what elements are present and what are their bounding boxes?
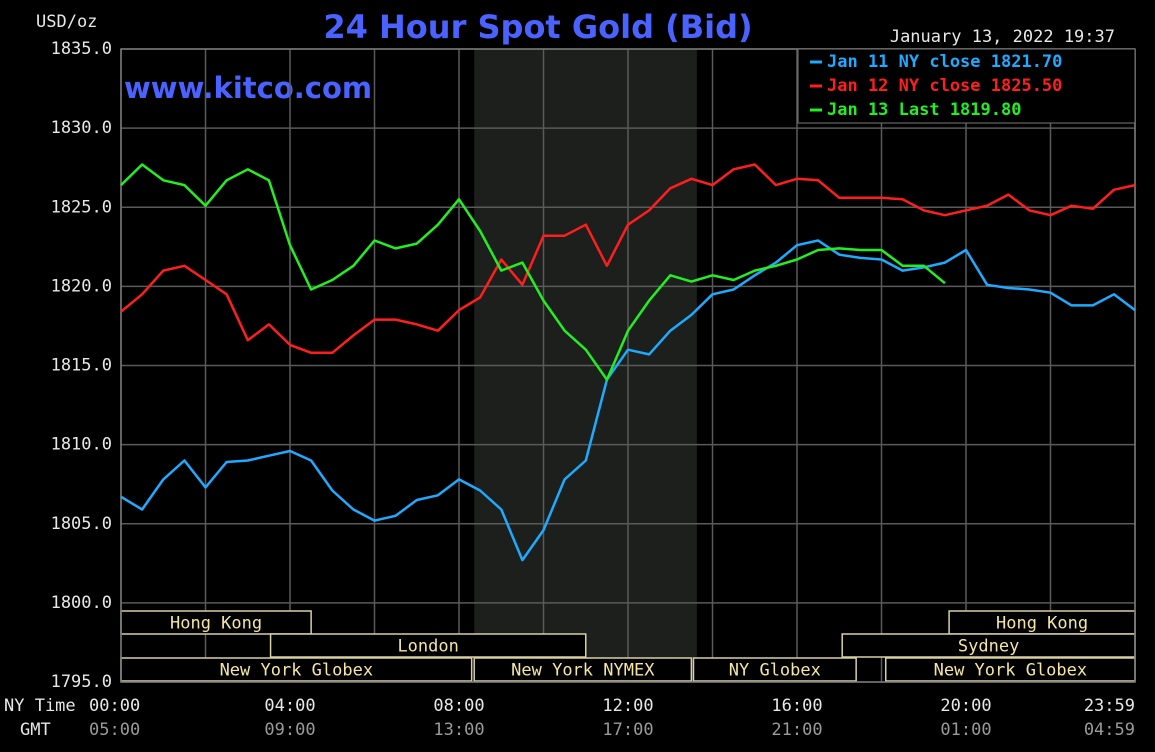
x2-tick-label: 13:00 [433,720,484,740]
x-tick-label: 23:59 [1084,696,1135,716]
session-label: NY Globex [729,661,821,681]
y-tick-label: 1830.0 [51,118,112,138]
y-axis-label: USD/oz [36,12,97,32]
x2-tick-label: 04:59 [1084,720,1135,740]
y-tick-label: 1810.0 [51,435,112,455]
x2-tick-label: 17:00 [602,720,653,740]
plot: 1795.0 1800.0 1805.0 1810.0 1815.0 1820.0 1825… [51,39,1136,740]
x2-tick-label: 01:00 [940,720,991,740]
x2-tick-label: 09:00 [264,720,315,740]
session-label: New York Globex [220,661,374,681]
session-label: New York Globex [934,661,1088,681]
x-tick-label: 08:00 [433,696,484,716]
x2-tick-label: 21:00 [771,720,822,740]
session-label: Sydney [958,637,1019,657]
session-bar [269,633,587,658]
series-line [120,163,1136,355]
x-tick-label: 12:00 [602,696,653,716]
plot-border [120,48,1136,683]
session-bar [473,657,693,682]
session-label: London [397,637,458,657]
y-tick-label: 1800.0 [51,593,112,613]
y-tick-label: 1820.0 [51,276,112,296]
y-tick-label: 1835.0 [51,39,112,59]
legend-label: Jan 11 NY close 1821.70 [827,52,1062,72]
y-tick-label: 1805.0 [51,514,112,534]
x2-tick-label: 05:00 [89,720,140,740]
session-bar [692,657,857,682]
session-label: Hong Kong [996,614,1088,634]
legend-box [797,48,1136,124]
series-line [120,239,1136,562]
x-tick-label: 04:00 [264,696,315,716]
x-axis-label: NY Time [4,696,76,716]
x-tick-label: 20:00 [940,696,991,716]
y-tick-label: 1825.0 [51,197,112,217]
session-label: New York NYMEX [511,661,655,681]
watermark: www.kitco.com [124,71,372,105]
series-line [120,163,946,381]
session-label: Hong Kong [170,614,262,634]
x-tick-label: 16:00 [771,696,822,716]
x-tick-label: 00:00 [89,696,140,716]
chart-title: 24 Hour Spot Gold (Bid) [323,8,752,46]
y-tick-label: 1815.0 [51,356,112,376]
legend-label: Jan 12 NY close 1825.50 [827,76,1062,96]
legend-label: Jan 13 Last 1819.80 [827,100,1021,120]
x2-axis-label: GMT [20,720,51,740]
timestamp: January 13, 2022 19:37 [890,27,1115,47]
y-tick-label: 1795.0 [51,672,112,692]
